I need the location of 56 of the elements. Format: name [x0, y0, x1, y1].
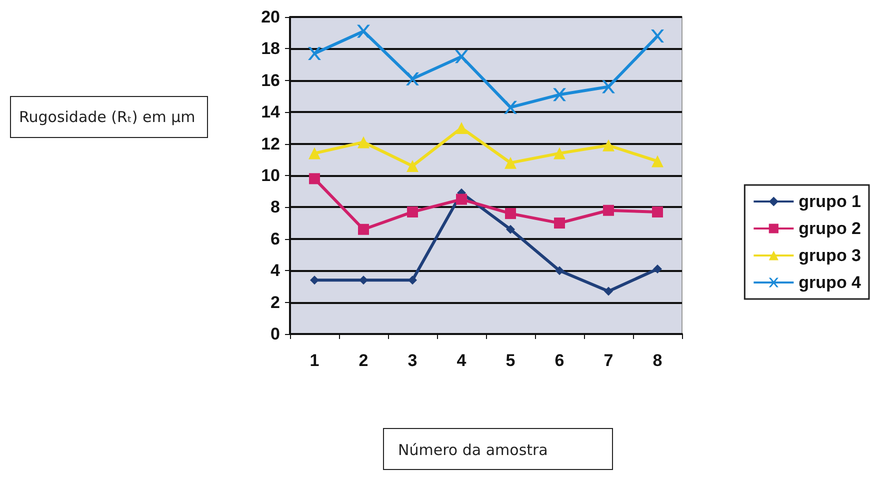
point	[602, 139, 614, 152]
y-tick-label: 12	[261, 134, 280, 154]
point	[603, 204, 614, 216]
point	[358, 224, 369, 235]
point	[408, 276, 417, 285]
x-tick-label: 1	[310, 351, 320, 370]
x-tick-label: 3	[408, 351, 418, 370]
x-tick-label: 2	[358, 351, 368, 370]
y-tick-label: 2	[270, 292, 280, 312]
point	[652, 155, 664, 168]
y-tick-label: 16	[261, 70, 280, 90]
x-axis-title: Número da amostra	[383, 428, 613, 470]
point	[506, 224, 515, 234]
point	[555, 266, 564, 276]
y-tick-label: 18	[261, 39, 280, 58]
point	[554, 147, 566, 160]
point	[310, 276, 319, 285]
y-tick-label: 6	[270, 229, 280, 248]
point	[652, 206, 663, 218]
y-tick-label: 10	[261, 166, 280, 185]
legend-label: grupo 3	[798, 246, 862, 265]
point	[358, 136, 370, 148]
legend-label: grupo 2	[798, 219, 862, 238]
point	[653, 264, 662, 274]
point	[359, 276, 368, 285]
y-tick-label: 4	[270, 261, 281, 280]
point	[554, 218, 565, 229]
y-tick-label: 20	[261, 8, 280, 26]
y-axis-title: Rugosidade (Rₜ) em µm	[10, 96, 208, 138]
point	[456, 122, 468, 134]
legend-label: grupo 1	[798, 192, 862, 211]
x-tick-label: 8	[652, 351, 662, 370]
point	[455, 50, 468, 64]
point	[505, 208, 516, 220]
y-tick-label: 8	[270, 198, 280, 217]
legend-label: grupo 4	[798, 273, 862, 292]
point	[651, 30, 664, 43]
y-tick-label: 14	[261, 102, 281, 122]
point	[406, 160, 418, 172]
point	[308, 147, 320, 160]
point	[308, 46, 321, 60]
x-tick-label: 4	[456, 351, 467, 370]
x-tick-label: 6	[554, 351, 564, 370]
point	[504, 156, 516, 169]
x-tick-label: 5	[506, 351, 516, 370]
point	[456, 194, 467, 205]
point	[553, 88, 566, 102]
point	[604, 286, 613, 296]
point	[357, 24, 370, 38]
point	[602, 80, 615, 94]
x-tick-label: 7	[604, 351, 614, 370]
point	[406, 72, 419, 86]
point	[309, 173, 320, 184]
point	[407, 206, 418, 218]
point	[504, 100, 517, 114]
y-tick-label: 0	[270, 324, 280, 344]
